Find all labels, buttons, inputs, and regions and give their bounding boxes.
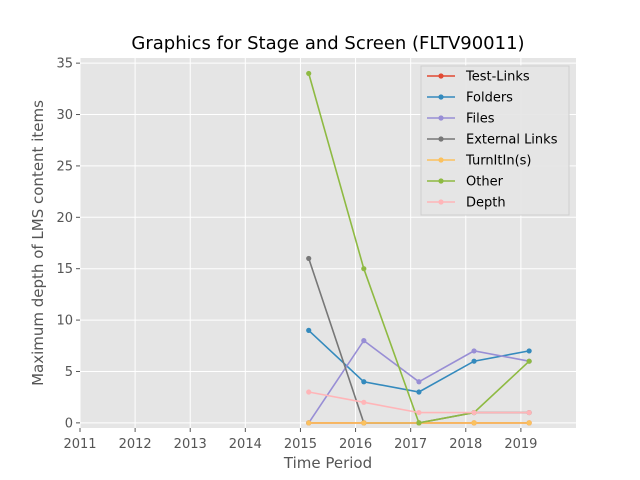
data-point-folders bbox=[361, 379, 367, 385]
y-tick-label: 10 bbox=[56, 314, 73, 329]
legend-label: Other bbox=[466, 175, 504, 190]
legend-marker bbox=[438, 157, 444, 163]
data-point-files bbox=[416, 379, 422, 385]
data-point-folders bbox=[416, 389, 422, 395]
data-point-folders bbox=[526, 348, 532, 354]
y-tick-label: 0 bbox=[65, 416, 73, 431]
data-point-depth bbox=[526, 409, 532, 416]
legend-label: Folders bbox=[466, 91, 513, 106]
data-point-depth bbox=[416, 409, 422, 416]
data-point-other bbox=[361, 266, 367, 272]
series-folders bbox=[306, 327, 532, 395]
data-point-turnitin-s bbox=[361, 420, 367, 426]
legend-label: Test-Links bbox=[465, 70, 530, 85]
legend-item-external-links: External Links bbox=[427, 133, 558, 148]
data-point-turnitin-s bbox=[526, 420, 532, 426]
data-point-folders bbox=[471, 358, 477, 364]
legend-label: Files bbox=[466, 112, 495, 127]
legend-marker bbox=[438, 73, 444, 79]
data-point-other bbox=[416, 420, 422, 426]
y-tick-label: 35 bbox=[56, 57, 73, 72]
chart-title: Graphics for Stage and Screen (FLTV90011… bbox=[131, 33, 524, 54]
data-point-files bbox=[361, 338, 367, 344]
data-point-depth bbox=[306, 389, 312, 395]
x-tick-label: 2017 bbox=[394, 437, 427, 452]
x-axis-label: Time Period bbox=[283, 454, 372, 472]
y-tick-label: 25 bbox=[56, 159, 73, 174]
data-point-files bbox=[471, 348, 477, 354]
legend-item-other: Other bbox=[427, 175, 504, 190]
legend-marker bbox=[438, 178, 444, 184]
legend-box bbox=[420, 65, 570, 216]
data-point-other bbox=[306, 70, 312, 77]
legend-item-folders: Folders bbox=[427, 91, 513, 106]
x-tick-label: 2016 bbox=[339, 437, 372, 452]
data-point-other bbox=[526, 358, 532, 364]
y-tick-label: 30 bbox=[56, 108, 73, 123]
x-tick-label: 2018 bbox=[449, 437, 482, 452]
legend-item-files: Files bbox=[427, 112, 495, 127]
legend-item-test-links: Test-Links bbox=[427, 70, 530, 85]
y-tick-label: 20 bbox=[56, 211, 73, 226]
legend-item-turnitin-s: TurnItIn(s) bbox=[427, 154, 531, 169]
legend-marker bbox=[438, 115, 444, 121]
series-depth bbox=[306, 389, 532, 416]
y-axis-label: Maximum depth of LMS content items bbox=[29, 100, 47, 386]
legend-label: TurnItIn(s) bbox=[465, 154, 531, 169]
y-tick-label: 5 bbox=[65, 365, 73, 380]
data-point-external-links bbox=[306, 255, 312, 262]
x-tick-label: 2012 bbox=[119, 437, 152, 452]
y-tick-label: 15 bbox=[56, 262, 73, 277]
legend-label: External Links bbox=[466, 133, 558, 148]
data-point-turnitin-s bbox=[471, 420, 477, 426]
x-tick-label: 2019 bbox=[504, 437, 537, 452]
data-point-turnitin-s bbox=[306, 420, 312, 426]
y-axis: 0 5 10 15 20 25 30 35 bbox=[56, 57, 80, 431]
legend-marker bbox=[438, 136, 444, 142]
legend: Test-Links Folders Files External Links Turn… bbox=[420, 65, 570, 216]
x-tick-label: 2011 bbox=[63, 437, 96, 452]
data-point-depth bbox=[471, 409, 477, 416]
series-group bbox=[306, 70, 532, 426]
legend-label: Depth bbox=[466, 196, 506, 211]
x-tick-label: 2015 bbox=[284, 437, 317, 452]
legend-marker bbox=[438, 199, 444, 205]
legend-marker bbox=[438, 94, 444, 100]
data-point-depth bbox=[361, 399, 367, 405]
x-tick-label: 2013 bbox=[174, 437, 207, 452]
data-point-folders bbox=[306, 327, 312, 333]
x-axis: 2011 2012 2013 2014 2015 2016 2017 2018 2019 bbox=[63, 428, 537, 452]
x-tick-label: 2014 bbox=[229, 437, 262, 452]
legend-item-depth: Depth bbox=[427, 196, 506, 211]
